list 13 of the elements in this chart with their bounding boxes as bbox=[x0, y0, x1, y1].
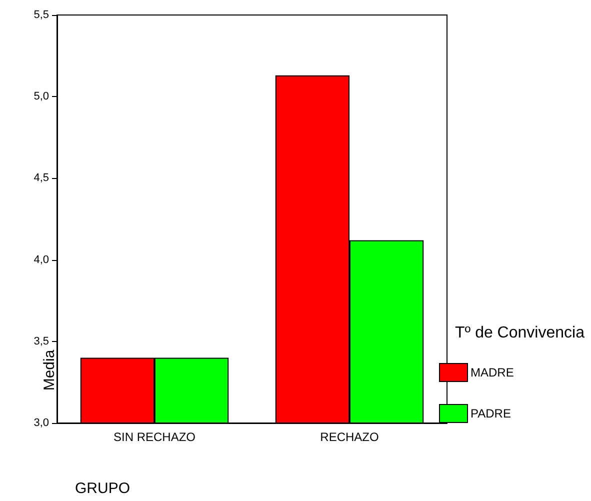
x-tick-label: SIN RECHAZO bbox=[113, 430, 196, 444]
x-tick-label: RECHAZO bbox=[320, 430, 379, 444]
y-tick-label: 5,5 bbox=[34, 9, 49, 21]
y-tick-label: 5,0 bbox=[34, 90, 49, 103]
legend-label: PADRE bbox=[470, 406, 511, 420]
y-tick-label: 3,5 bbox=[34, 335, 49, 348]
legend-label: MADRE bbox=[470, 366, 514, 380]
y-tick-label: 3,0 bbox=[34, 417, 49, 429]
y-axis-title: Media bbox=[41, 349, 58, 391]
legend-title: Tº de Convivencia bbox=[455, 324, 585, 342]
y-tick-label: 4,5 bbox=[34, 172, 49, 184]
x-axis-title: GRUPO bbox=[75, 480, 130, 497]
y-tick-label: 4,0 bbox=[34, 254, 49, 266]
